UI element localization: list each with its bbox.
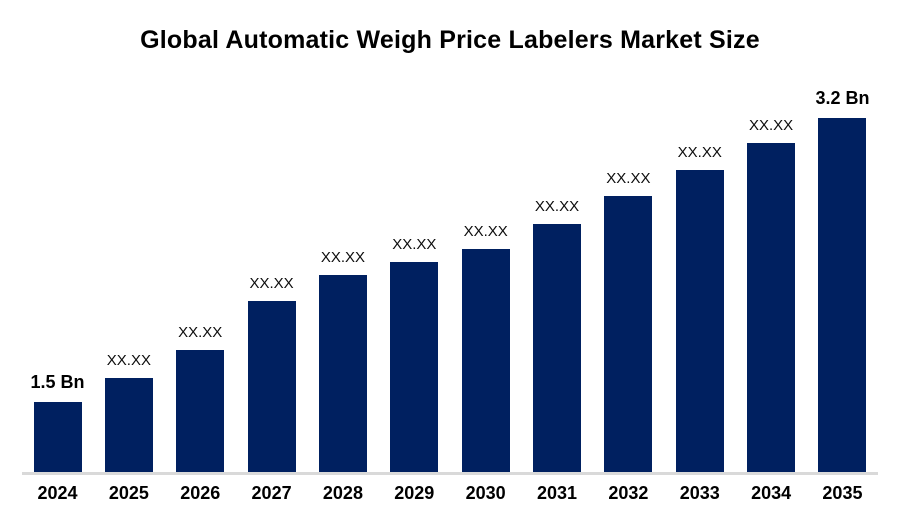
bar-column-2031: XX.XX: [522, 70, 593, 472]
chart-title: Global Automatic Weigh Price Labelers Ma…: [140, 26, 760, 54]
bar-2025: [104, 378, 153, 472]
value-label-2027: XX.XX: [249, 275, 294, 292]
bar-2031: [533, 224, 582, 472]
bar-column-2032: XX.XX: [593, 70, 664, 472]
value-label-2035: 3.2 Bn: [815, 88, 870, 108]
x-tick-2026: 2026: [180, 483, 221, 503]
value-label-2031: XX.XX: [534, 198, 580, 215]
bar-column-2028: XX.XX: [307, 70, 378, 472]
plot-area: 1.5 Bn XX.XX XX.XX XX.XX XX.XX XX.XX XX.XX XX.X…: [22, 70, 878, 475]
x-tick-2024: 2024: [37, 483, 78, 503]
bar-column-2026: XX.XX: [165, 70, 236, 472]
bar-2030: [461, 249, 510, 472]
value-label-2033: XX.XX: [677, 144, 722, 161]
bar-2024: [33, 402, 82, 472]
bar-2029: [390, 262, 439, 472]
bar-2033: [675, 170, 724, 472]
x-tick-2028: 2028: [322, 483, 363, 503]
bar-column-2030: XX.XX: [450, 70, 521, 472]
bar-2028: [318, 275, 367, 472]
x-axis: 2024 2025 2026 2027 2028 2029 2030 2031 2032 2033…: [22, 483, 878, 504]
x-tick-2033: 2033: [679, 483, 720, 503]
bar-column-2029: XX.XX: [379, 70, 450, 472]
x-tick-2034: 2034: [751, 483, 792, 503]
value-label-2026: XX.XX: [178, 324, 223, 341]
bar-column-2035: 3.2 Bn: [807, 70, 878, 472]
bar-column-2024: 1.5 Bn: [22, 70, 93, 472]
bar-2035: [818, 118, 867, 472]
value-label-2028: XX.XX: [320, 249, 366, 266]
value-label-2029: XX.XX: [392, 236, 437, 253]
x-tick-2029: 2029: [394, 483, 435, 503]
bar-2032: [604, 196, 653, 472]
x-tick-2031: 2031: [536, 483, 578, 503]
bar-column-2033: XX.XX: [664, 70, 735, 472]
x-tick-2035: 2035: [822, 483, 863, 503]
bar-column-2034: XX.XX: [736, 70, 807, 472]
x-tick-2030: 2030: [465, 483, 506, 503]
x-tick-2027: 2027: [251, 483, 292, 503]
x-tick-2025: 2025: [108, 483, 149, 503]
value-label-2032: XX.XX: [606, 170, 651, 187]
bar-column-2025: XX.XX: [93, 70, 164, 472]
bar-2026: [176, 350, 225, 472]
value-label-2034: XX.XX: [749, 117, 794, 134]
value-label-2030: XX.XX: [463, 223, 508, 240]
bar-column-2027: XX.XX: [236, 70, 307, 472]
bar-2027: [247, 301, 296, 472]
value-label-2025: XX.XX: [106, 352, 151, 369]
value-label-2024: 1.5 Bn: [30, 372, 85, 392]
x-tick-2032: 2032: [608, 483, 649, 503]
bar-2034: [747, 143, 796, 472]
